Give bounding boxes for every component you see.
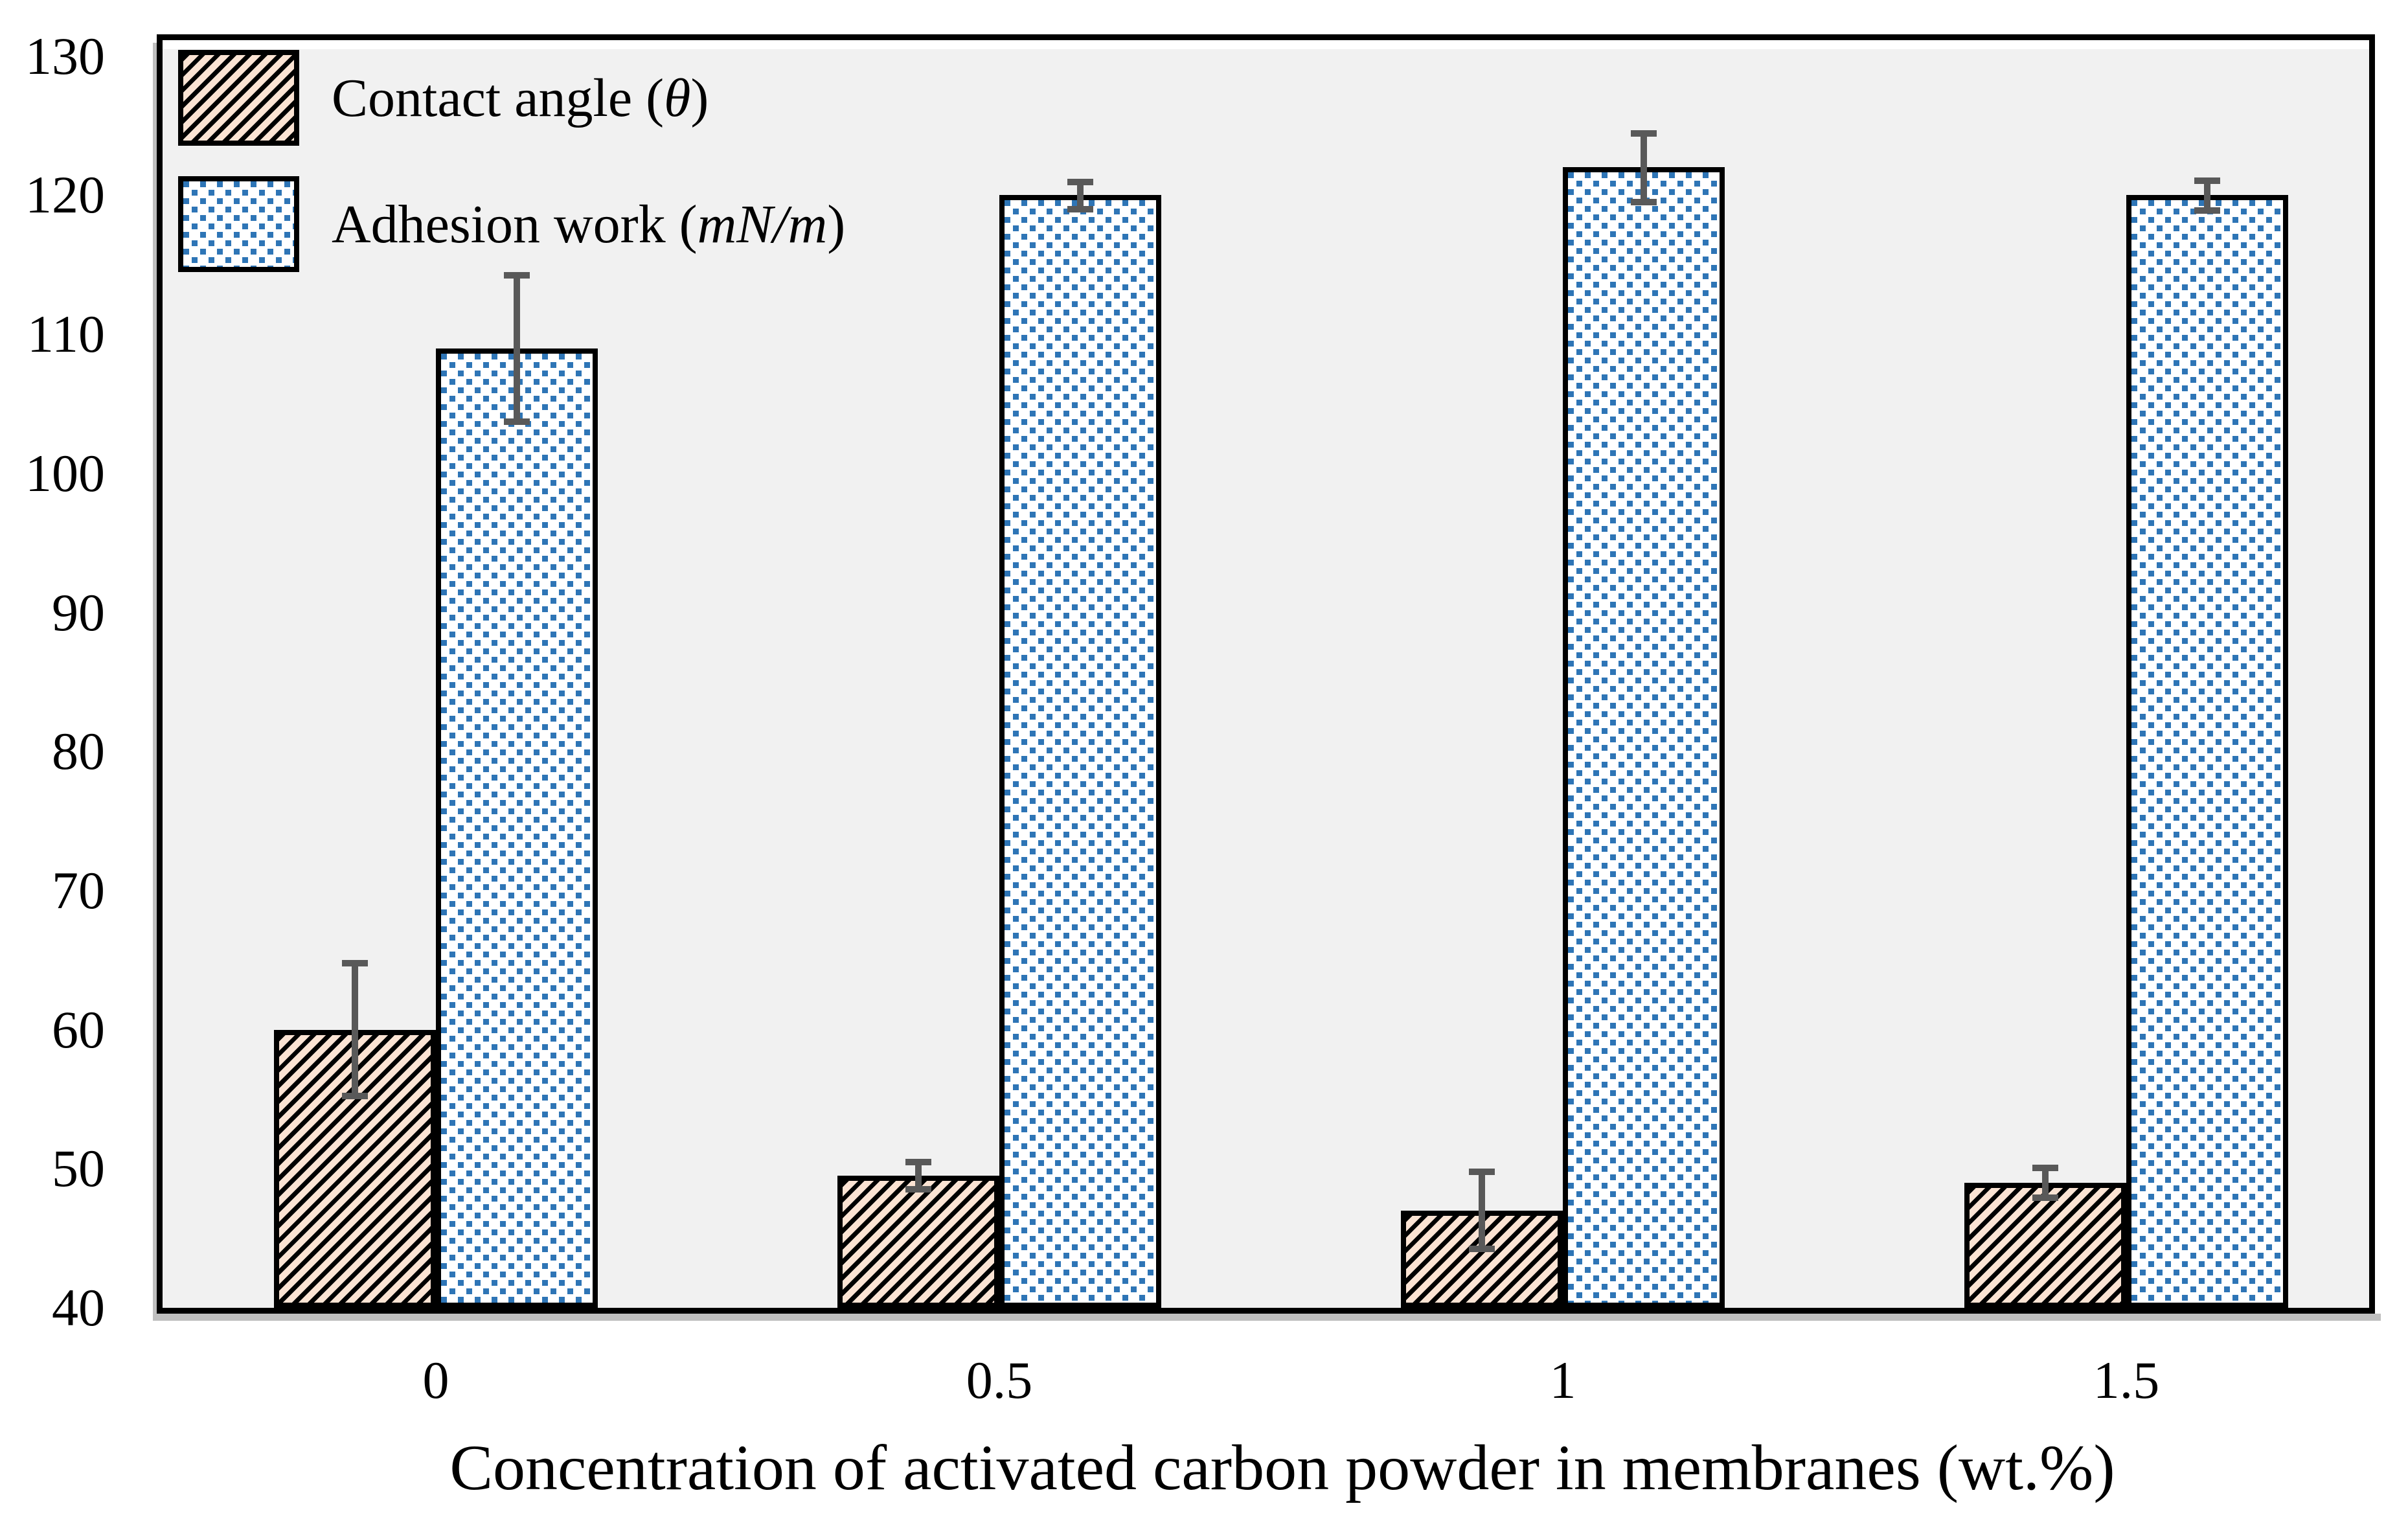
frame-shadow-bottom <box>153 1314 2381 1321</box>
error-bar-cap-bottom <box>342 1093 368 1099</box>
x-tick-label: 0.5 <box>966 1351 1033 1410</box>
bar-adhesion-work <box>999 195 1161 1308</box>
error-bar-line <box>915 1159 922 1193</box>
error-bar <box>2194 177 2220 214</box>
error-bar-cap-top <box>2032 1165 2058 1171</box>
error-bar-cap-top <box>1469 1169 1495 1175</box>
legend-label-symbol: θ <box>664 67 691 128</box>
error-bar-line <box>2204 177 2210 214</box>
bar-adhesion-work <box>436 348 598 1308</box>
error-bar <box>504 272 530 425</box>
plot-area: Contact angle (θ) Adhesion work (mN/m) <box>163 49 2369 1308</box>
y-tick-label: 60 <box>52 1000 105 1059</box>
error-bar-cap-bottom <box>504 418 530 425</box>
legend-label-symbol: mN/m <box>697 194 828 255</box>
error-bar-line <box>1077 179 1084 212</box>
error-bar <box>1067 179 1093 212</box>
y-tick-label: 80 <box>52 722 105 781</box>
error-bar-cap-top <box>2194 177 2220 184</box>
bar-contact-angle <box>837 1176 999 1308</box>
legend-label-contact-angle: Contact angle (θ) <box>332 67 709 130</box>
x-tick-label: 1 <box>1549 1351 1576 1410</box>
y-tick-label: 90 <box>52 583 105 642</box>
error-bar-line <box>514 272 520 425</box>
legend-item-adhesion-work: Adhesion work (mN/m) <box>178 176 845 272</box>
error-bar <box>2032 1165 2058 1201</box>
bar-adhesion-work <box>2126 195 2288 1308</box>
error-bar-cap-bottom <box>2032 1194 2058 1201</box>
error-bar <box>342 960 368 1099</box>
legend-label-suffix: ) <box>690 67 709 128</box>
error-bar <box>1469 1169 1495 1252</box>
error-bar <box>1631 130 1657 205</box>
error-bar-cap-top <box>504 272 530 279</box>
legend-swatch-dots-icon <box>178 176 299 272</box>
y-tick-label: 120 <box>25 165 105 224</box>
error-bar-line <box>1641 130 1647 205</box>
error-bar-cap-bottom <box>1469 1246 1495 1252</box>
error-bar-cap-top <box>1631 130 1657 137</box>
x-axis-title: Concentration of activated carbon powder… <box>449 1432 2115 1503</box>
legend-label-adhesion-work: Adhesion work (mN/m) <box>332 193 845 256</box>
legend-swatch-hatch-icon <box>178 50 299 146</box>
error-bar-cap-bottom <box>1067 206 1093 212</box>
bar-adhesion-work <box>1563 167 1725 1308</box>
y-tick-label: 70 <box>52 861 105 920</box>
x-tick-label: 1.5 <box>2093 1351 2160 1410</box>
y-tick-label: 130 <box>25 27 105 86</box>
legend-label-suffix: ) <box>827 194 846 255</box>
y-tick-label: 100 <box>25 444 105 503</box>
error-bar <box>905 1159 931 1193</box>
legend-label-prefix: Contact angle ( <box>332 67 664 128</box>
legend-item-contact-angle: Contact angle (θ) <box>178 50 709 146</box>
y-tick-label: 110 <box>27 304 105 363</box>
error-bar-line <box>2042 1165 2049 1201</box>
error-bar-cap-top <box>905 1159 931 1165</box>
legend-label-prefix: Adhesion work ( <box>332 194 698 255</box>
error-bar-line <box>352 960 358 1099</box>
plot-frame: Contact angle (θ) Adhesion work (mN/m) <box>157 34 2375 1314</box>
error-bar-cap-top <box>342 960 368 966</box>
bar-contact-angle <box>1964 1183 2126 1308</box>
error-bar-cap-bottom <box>1631 199 1657 205</box>
error-bar-cap-top <box>1067 179 1093 185</box>
error-bar-line <box>1479 1169 1485 1252</box>
error-bar-cap-bottom <box>905 1186 931 1193</box>
y-tick-label: 40 <box>52 1278 105 1337</box>
y-tick-label: 50 <box>52 1139 105 1198</box>
frame-shadow-left <box>153 43 157 1320</box>
error-bar-cap-bottom <box>2194 207 2220 214</box>
x-tick-label: 0 <box>422 1351 449 1410</box>
